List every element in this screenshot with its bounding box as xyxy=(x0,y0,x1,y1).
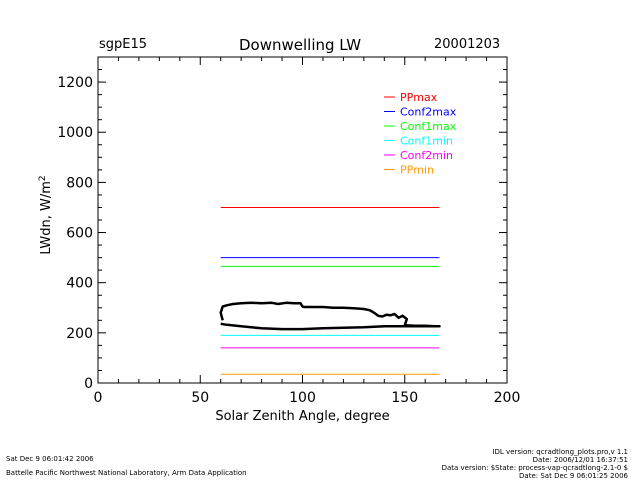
legend-label: Conf1min xyxy=(400,135,453,148)
y-axis-label: LWdn, W/m2 xyxy=(38,175,54,254)
footer-data-date: Date: Sat Dec 9 06:01:25 2006 xyxy=(519,472,628,480)
y-tick-label: 200 xyxy=(66,326,93,342)
footer-data-version: Data version: $State: process-vap-qcradt… xyxy=(441,464,628,472)
footer-institution: Battelle Pacific Northwest National Labo… xyxy=(6,469,247,477)
site-label: sgpE15 xyxy=(99,37,148,52)
date-label: 20001203 xyxy=(434,37,501,52)
y-tick-label: 800 xyxy=(66,175,93,191)
x-tick-label: 100 xyxy=(289,390,316,406)
y-tick-label: 400 xyxy=(66,276,93,292)
footer-timestamp: Sat Dec 9 06:01:42 2006 xyxy=(6,455,94,463)
x-tick-label: 150 xyxy=(391,390,418,406)
y-tick-label: 0 xyxy=(84,376,93,392)
legend-label: Conf1max xyxy=(400,120,457,133)
footer-idl-date: Date: 2006/12/01 16:37:51 xyxy=(532,456,628,464)
x-tick-label: 200 xyxy=(494,390,521,406)
y-tick-label: 1000 xyxy=(57,125,93,141)
legend-label: PPmin xyxy=(400,164,434,177)
legend-label: Conf2min xyxy=(400,149,453,162)
footer-idl-version: IDL version: qcradtlong_plots.pro,v 1.1 xyxy=(492,448,628,456)
x-tick-label: 0 xyxy=(94,390,103,406)
x-tick-label: 50 xyxy=(191,390,209,406)
legend-label: PPmax xyxy=(400,91,438,104)
measured-lwdn-line xyxy=(219,301,441,331)
y-axis-label-superscript: 2 xyxy=(38,175,48,181)
y-tick-label: 1200 xyxy=(57,75,93,91)
y-tick-label: 600 xyxy=(66,226,93,242)
chart-title: Downwelling LW xyxy=(239,36,362,54)
x-axis-label: Solar Zenith Angle, degree xyxy=(215,409,389,424)
legend-label: Conf2max xyxy=(400,106,457,119)
